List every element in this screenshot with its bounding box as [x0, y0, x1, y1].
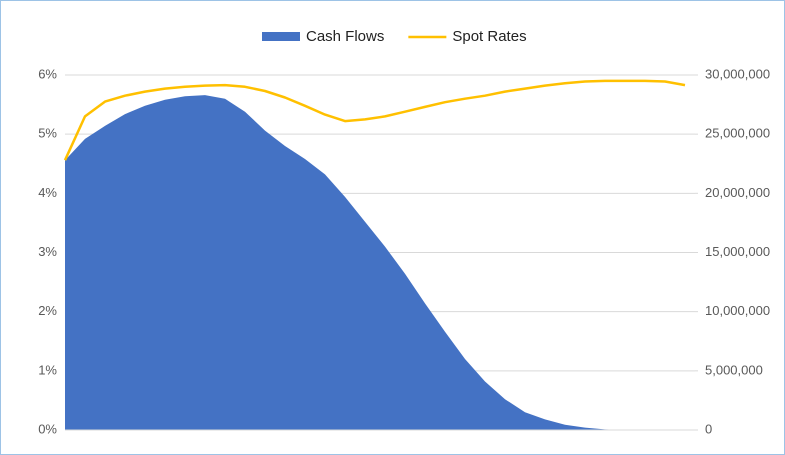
y2-tick-label: 10,000,000	[705, 303, 770, 318]
y2-tick-label: 25,000,000	[705, 126, 770, 141]
y-tick-label: 6%	[38, 66, 57, 81]
y2-tick-label: 5,000,000	[705, 362, 763, 377]
legend-label: Cash Flows	[306, 28, 384, 45]
y-tick-label: 0%	[38, 421, 57, 436]
y-tick-label: 1%	[38, 362, 57, 377]
line	[63, 79, 686, 161]
y2-tick-label: 0	[705, 421, 712, 436]
legend: Cash Flows Spot Rates	[262, 28, 527, 45]
y-tick-label: 4%	[38, 185, 57, 200]
area	[65, 95, 685, 430]
legend-label: Spot Rates	[452, 28, 526, 45]
legend-swatch	[262, 32, 300, 41]
y2-tick-label: 15,000,000	[705, 244, 770, 259]
y-tick-label: 5%	[38, 126, 57, 141]
y-tick-label: 2%	[38, 303, 57, 318]
y2-tick-label: 20,000,000	[705, 185, 770, 200]
y2-tick-label: 30,000,000	[705, 66, 770, 81]
y-tick-label: 3%	[38, 244, 57, 259]
